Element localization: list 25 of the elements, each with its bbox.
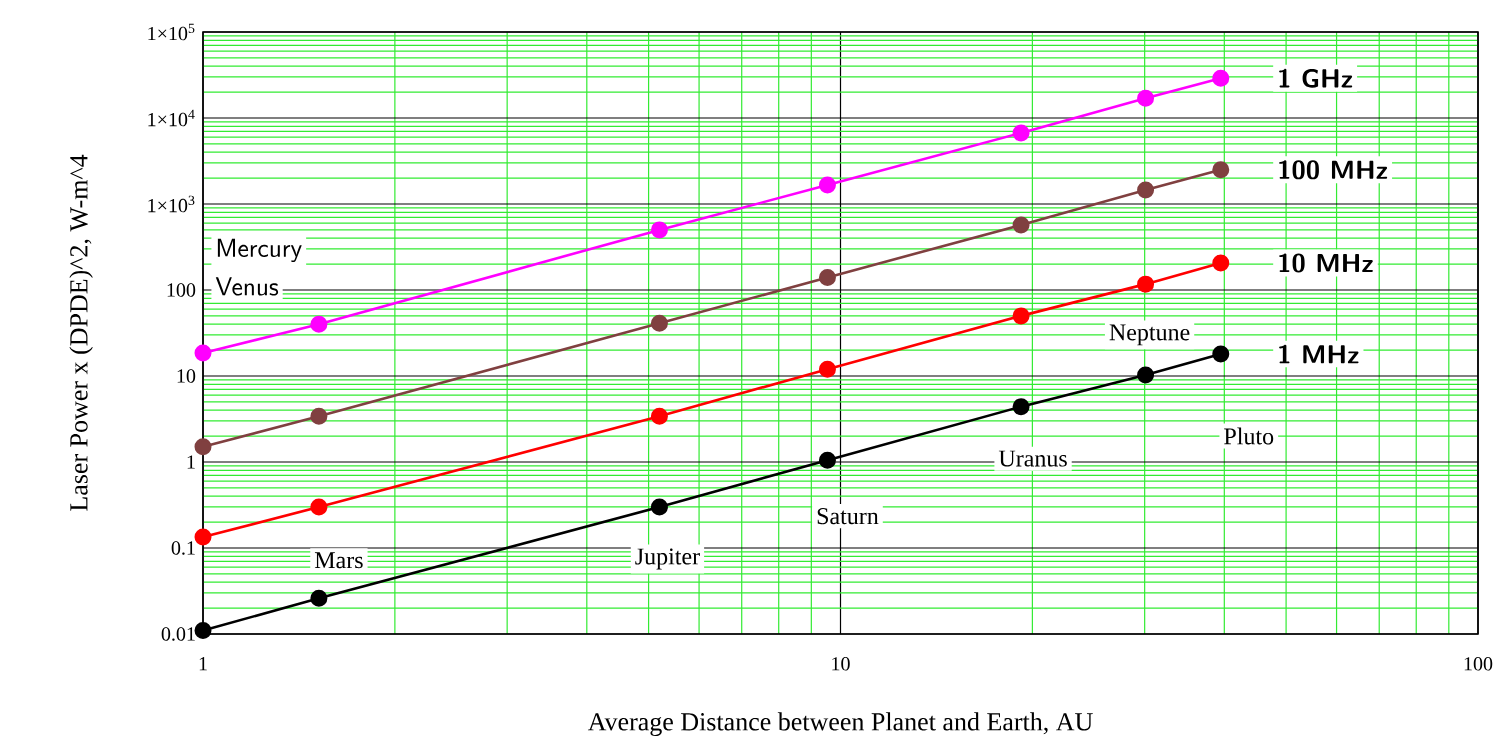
y-tick-label: 1×10$^{4}$ [148, 109, 195, 127]
y-tick-label: 1×10$^{5}$ [148, 23, 195, 41]
x-tick-label: 1 [199, 657, 207, 671]
annotation: Uranus [998, 450, 1067, 467]
annotation: Mars [314, 552, 363, 569]
x-axis-title: Average Distance between Planet and Earth, AU [587, 712, 1093, 736]
annotation: Saturn [817, 508, 879, 525]
annotation: Venus [215, 277, 279, 296]
series-label: 1 GHz [1279, 68, 1353, 88]
series-label: 10 MHz [1279, 253, 1373, 273]
y-tick-label: 1×10$^{3}$ [148, 195, 195, 213]
series-label: 100 MHz [1279, 160, 1388, 180]
y-tick-label: 100 [167, 283, 196, 297]
y-tick-label: 10 [177, 369, 196, 383]
y-tick-label: 0.01 [161, 627, 195, 641]
y-tick-label: 1 [187, 455, 195, 469]
annotation: Pluto [1224, 427, 1274, 445]
y-axis-title: Laser Power x (DPDE)^2, W-m^4 [69, 154, 93, 511]
y-tick-label: 0.1 [171, 541, 195, 555]
annotation: Neptune [1109, 324, 1190, 346]
x-tick-label: 100 [1464, 657, 1493, 671]
series-label: 1 MHz [1279, 344, 1359, 364]
annotation: Jupiter [635, 548, 700, 570]
annotation: Mercury [217, 238, 302, 263]
x-tick-label: 10 [832, 657, 850, 671]
